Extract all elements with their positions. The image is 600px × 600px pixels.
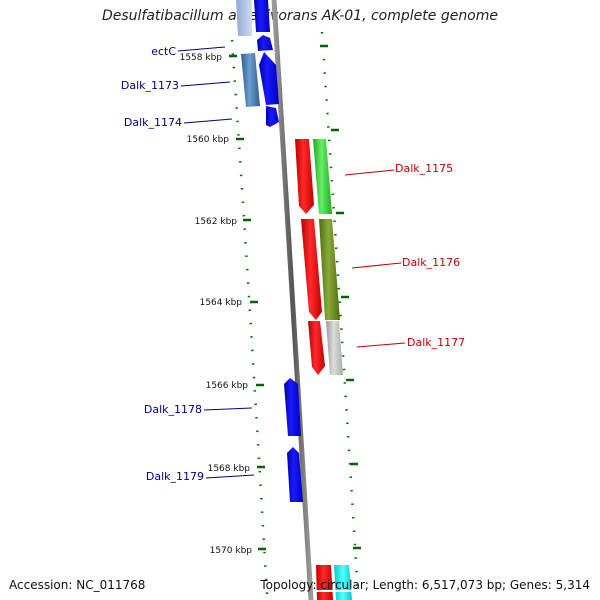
label-leader — [351, 262, 402, 269]
genome-summary-text: Topology: circular; Length: 6,517,073 bp… — [260, 578, 590, 592]
tick-label: 1570 kbp — [210, 546, 253, 556]
label-leader — [205, 474, 255, 479]
gene-arrow-dalk-1175-homolog — [313, 139, 332, 214]
gene-arrow-partial — [236, 0, 252, 36]
gene-arrow-dalk-1175 — [295, 139, 314, 214]
scale-ticks — [229, 44, 361, 551]
tick-label: 1558 kbp — [180, 53, 223, 63]
label-leader — [356, 342, 406, 348]
accession-text: Accession: NC_011768 — [9, 578, 146, 592]
label-leader — [203, 407, 253, 411]
gene-label-dalk-1174: Dalk_1174 — [124, 116, 182, 129]
tick-label: 1568 kbp — [208, 464, 251, 474]
gene-label-ectC: ectC — [151, 45, 176, 58]
gene-arrow-dalk-1176-homolog — [319, 219, 340, 320]
gene-label-dalk-1173: Dalk_1173 — [121, 79, 179, 92]
map-title: Desulfatibacillum alkenivorans AK-01, co… — [101, 8, 499, 24]
label-leader — [183, 118, 233, 124]
tick-label: 1564 kbp — [200, 298, 243, 308]
tick-label: 1566 kbp — [206, 381, 249, 391]
gene-arrow-dalk-1173-homolog — [241, 53, 260, 107]
label-leader — [180, 81, 231, 87]
gene-arrow-partial — [254, 0, 270, 32]
genome-backbone — [271, 0, 314, 600]
gene-arrow-dalk-1173 — [259, 52, 279, 105]
gene-arrow-dalk-1176 — [301, 219, 322, 320]
gene-label-dalk-1177: Dalk_1177 — [407, 336, 465, 349]
gene-arrow-dalk-1179 — [287, 447, 303, 502]
gene-arrow-dalk-1177 — [308, 321, 325, 375]
gene-label-dalk-1176: Dalk_1176 — [402, 256, 460, 269]
gene-arrow-dalk-1178 — [284, 378, 301, 436]
tick-label: 1560 kbp — [187, 135, 230, 145]
gene-arrow-dalk-1177-homolog — [326, 321, 343, 375]
inner-guide-dots — [230, 39, 269, 596]
label-leader — [177, 46, 226, 52]
gene-arrow-dalk-1174 — [266, 106, 279, 127]
label-leader — [344, 169, 395, 176]
gene-label-dalk-1175: Dalk_1175 — [395, 162, 453, 175]
gene-label-dalk-1178: Dalk_1178 — [144, 403, 202, 416]
tick-label: 1562 kbp — [195, 217, 238, 227]
gene-label-dalk-1179: Dalk_1179 — [146, 470, 204, 483]
gene-arrow-ectC — [257, 35, 273, 51]
